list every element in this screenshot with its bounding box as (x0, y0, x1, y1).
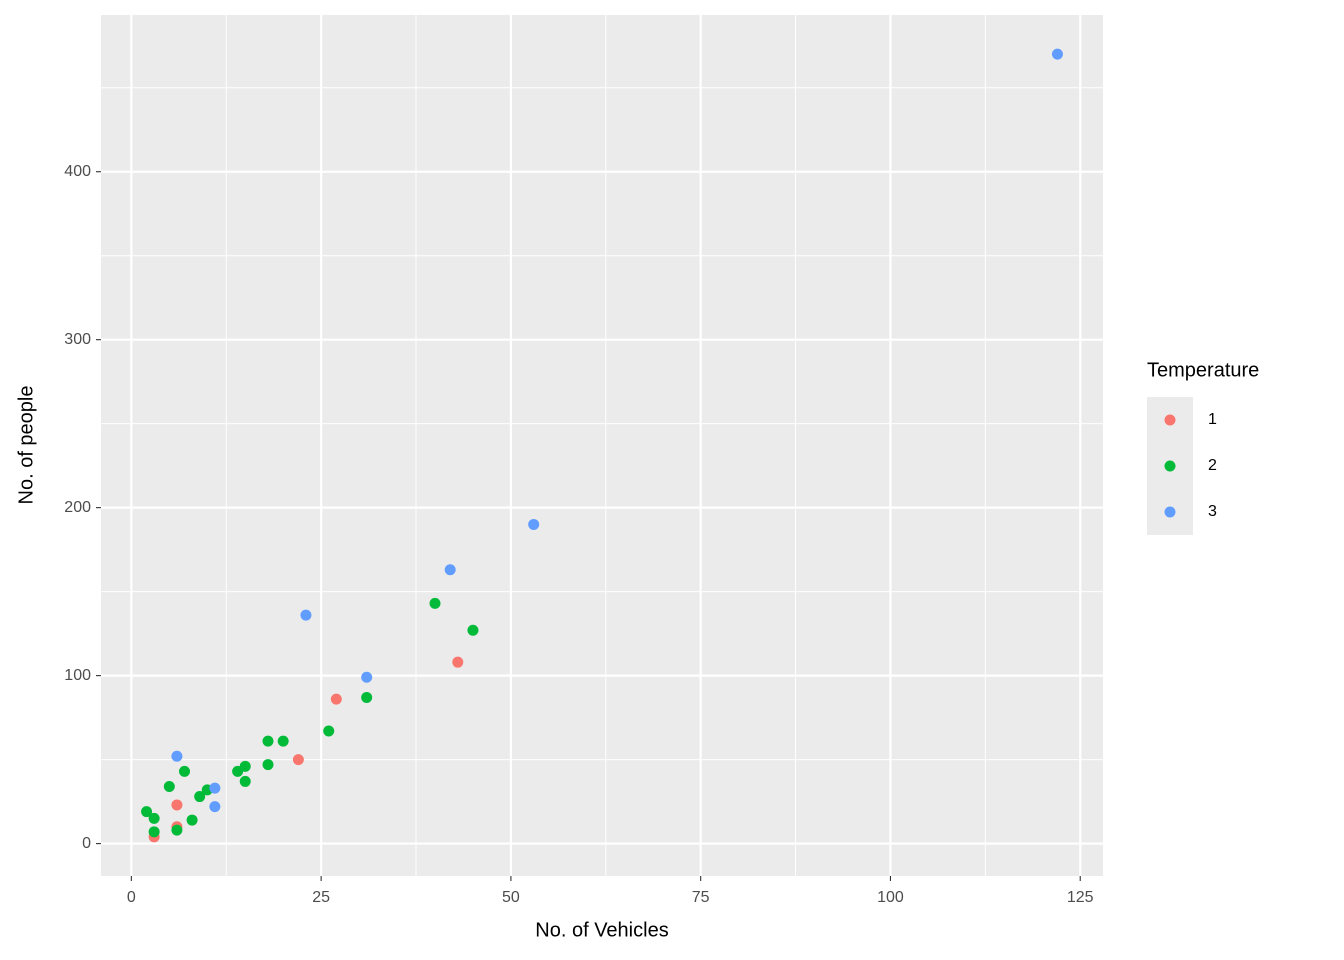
y-tick-label: 100 (64, 667, 91, 684)
point (171, 750, 183, 762)
x-tick-label: 25 (312, 889, 330, 906)
point (330, 693, 342, 705)
legend-label: 2 (1208, 457, 1217, 474)
y-tick-label: 400 (64, 163, 91, 180)
point (467, 624, 479, 636)
x-tick-label: 100 (877, 889, 904, 906)
legend: Temperature 1 2 3 (1147, 359, 1259, 535)
point (1051, 48, 1063, 60)
point (209, 782, 221, 794)
x-tick-label: 75 (692, 889, 710, 906)
point (163, 780, 175, 792)
point (148, 826, 160, 838)
legend-label: 3 (1208, 503, 1217, 520)
x-tick-label: 0 (127, 889, 136, 906)
legend-title: Temperature (1147, 359, 1259, 381)
x-axis-title: No. of Vehicles (535, 919, 668, 941)
point (179, 765, 190, 777)
point (323, 725, 335, 737)
point (452, 656, 464, 668)
point (171, 824, 183, 836)
point (194, 791, 206, 803)
panel (101, 15, 1103, 876)
point (361, 671, 373, 683)
legend-key (1164, 460, 1176, 472)
point (209, 801, 221, 813)
point (171, 799, 183, 811)
y-tick-label: 0 (82, 835, 91, 852)
y-tick-label: 200 (64, 499, 91, 516)
point (429, 597, 441, 609)
x-tick-label: 50 (502, 889, 520, 906)
point (528, 518, 540, 530)
point (277, 735, 289, 747)
x-tick-label: 125 (1067, 889, 1094, 906)
point (239, 760, 251, 772)
point (239, 775, 251, 787)
point (186, 814, 198, 826)
point (292, 754, 304, 766)
legend-key (1164, 414, 1176, 426)
point (300, 609, 312, 621)
legend-label: 1 (1208, 411, 1217, 428)
y-tick-label: 300 (64, 331, 91, 348)
legend-key (1164, 506, 1176, 518)
point (361, 691, 373, 703)
point (262, 735, 274, 747)
point (148, 812, 160, 824)
point (262, 759, 274, 771)
y-axis-title: No. of people (15, 386, 37, 505)
point (141, 806, 153, 818)
point (444, 564, 456, 576)
